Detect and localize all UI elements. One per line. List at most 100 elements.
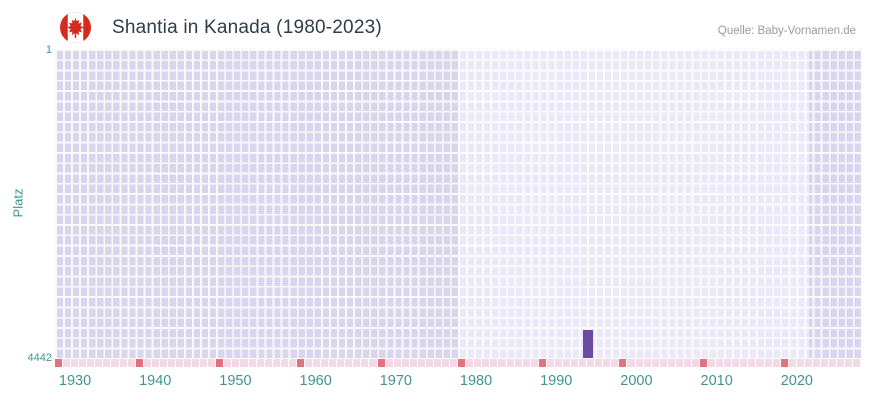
year-cell — [804, 359, 812, 367]
year-cell — [280, 359, 288, 367]
year-cell — [530, 359, 538, 367]
year-cell — [514, 359, 522, 367]
year-cell — [571, 359, 579, 367]
year-cell — [651, 359, 659, 367]
year-cell — [167, 359, 175, 367]
year-cell — [732, 359, 740, 367]
year-cell — [143, 359, 151, 367]
year-cell — [691, 359, 699, 367]
year-cell — [764, 359, 772, 367]
year-cell — [79, 359, 87, 367]
year-cell — [417, 359, 425, 367]
x-tick-label: 2000 — [620, 373, 653, 389]
year-cell — [175, 359, 183, 367]
year-cell — [611, 359, 619, 367]
year-cell — [756, 359, 764, 367]
x-tick-label: 1990 — [540, 373, 573, 389]
year-cell — [466, 359, 474, 367]
year-cell — [820, 359, 828, 367]
year-cell — [345, 359, 353, 367]
year-cell — [87, 359, 95, 367]
year-cell — [643, 359, 651, 367]
year-cell — [240, 359, 248, 367]
grid-overlay — [55, 49, 861, 358]
year-cell-major — [216, 359, 224, 367]
year-cell — [845, 359, 853, 367]
year-cell — [522, 359, 530, 367]
year-cell — [554, 359, 562, 367]
year-cell-major — [377, 359, 385, 367]
year-cell-major — [296, 359, 304, 367]
year-cell-major — [135, 359, 143, 367]
year-cell — [562, 359, 570, 367]
year-cell — [232, 359, 240, 367]
source-label: Quelle: Baby-Vornamen.de — [717, 25, 856, 37]
year-cell — [256, 359, 264, 367]
year-cell — [353, 359, 361, 367]
year-cell — [482, 359, 490, 367]
x-tick-label: 1970 — [379, 373, 412, 389]
year-cell — [659, 359, 667, 367]
x-tick-label: 1960 — [299, 373, 332, 389]
year-cell — [788, 359, 796, 367]
year-cell — [708, 359, 716, 367]
year-cell — [385, 359, 393, 367]
year-cell — [675, 359, 683, 367]
year-cell — [192, 359, 200, 367]
year-cell — [313, 359, 321, 367]
year-cell — [329, 359, 337, 367]
page-title: Shantia in Kanada (1980-2023) — [112, 17, 382, 38]
year-cell — [184, 359, 192, 367]
x-tick-label: 1940 — [139, 373, 172, 389]
year-cell-major — [55, 359, 63, 367]
year-cell — [450, 359, 458, 367]
year-cell — [200, 359, 208, 367]
year-cell — [248, 359, 256, 367]
year-cell-major — [619, 359, 627, 367]
year-cell-major — [700, 359, 708, 367]
year-cell — [369, 359, 377, 367]
year-cell — [587, 359, 595, 367]
year-cell — [796, 359, 804, 367]
year-cell — [474, 359, 482, 367]
year-cell — [119, 359, 127, 367]
year-cell — [748, 359, 756, 367]
year-cell — [433, 359, 441, 367]
year-cell — [740, 359, 748, 367]
year-cell — [337, 359, 345, 367]
year-cell — [409, 359, 417, 367]
year-cell-major — [538, 359, 546, 367]
year-cell — [772, 359, 780, 367]
year-cell — [812, 359, 820, 367]
year-cell — [425, 359, 433, 367]
x-tick-label: 1980 — [459, 373, 493, 389]
year-cell — [103, 359, 111, 367]
year-cell — [635, 359, 643, 367]
year-cell — [401, 359, 409, 367]
year-cell — [546, 359, 554, 367]
x-axis-ticks: 1930 1940 1950 1960 1970 1980 1990 2000 2010 2020 — [55, 373, 861, 393]
x-tick-label: 1950 — [219, 373, 252, 389]
x-tick-label: 1930 — [58, 373, 92, 389]
year-cell-major — [780, 359, 788, 367]
year-cell — [837, 359, 845, 367]
year-cell — [272, 359, 280, 367]
year-cell — [506, 359, 514, 367]
y-tick-top: 1 — [45, 44, 52, 56]
year-cell — [127, 359, 135, 367]
rank-bar — [583, 330, 594, 358]
year-cell — [603, 359, 611, 367]
year-cell-major — [458, 359, 466, 367]
year-cell — [716, 359, 724, 367]
year-strip — [55, 359, 861, 367]
year-cell — [264, 359, 272, 367]
year-cell — [304, 359, 312, 367]
year-cell — [393, 359, 401, 367]
y-tick-bottom: 4442 — [27, 352, 52, 364]
year-cell — [829, 359, 837, 367]
year-cell — [288, 359, 296, 367]
plot-area — [55, 49, 861, 358]
year-cell — [361, 359, 369, 367]
year-cell — [498, 359, 506, 367]
year-cell — [95, 359, 103, 367]
